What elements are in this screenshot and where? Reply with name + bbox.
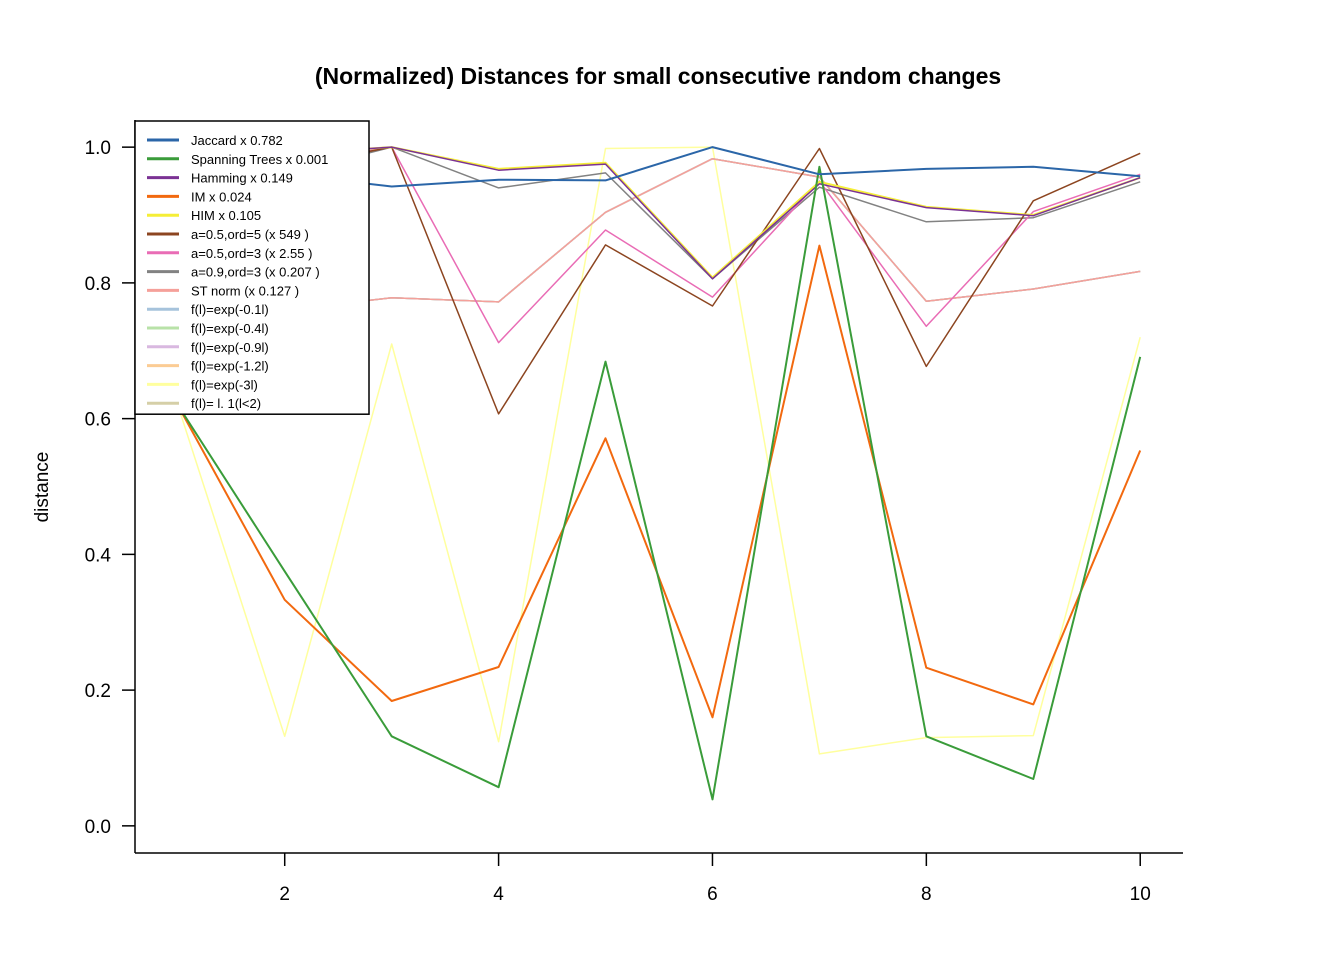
legend-label: a=0.5,ord=5 (x 549 ) bbox=[191, 227, 309, 242]
series-line-9 bbox=[284, 157, 1141, 311]
x-tick-label: 8 bbox=[921, 884, 932, 905]
y-tick-label: 0.4 bbox=[85, 545, 112, 566]
legend-label: f(l)=exp(-0.4l) bbox=[191, 321, 269, 336]
series-line-7 bbox=[284, 146, 1141, 344]
legend-label: Spanning Trees x 0.001 bbox=[191, 152, 328, 167]
chart-title: (Normalized) Distances for small consecu… bbox=[315, 63, 1001, 89]
y-tick-label: 0.6 bbox=[85, 410, 111, 431]
y-tick-label: 1.0 bbox=[85, 138, 111, 159]
x-tick-label: 4 bbox=[493, 884, 504, 905]
y-tick-label: 0.2 bbox=[85, 681, 111, 702]
legend-label: a=0.9,ord=3 (x 0.207 ) bbox=[191, 265, 320, 280]
series-line-14 bbox=[177, 146, 1141, 755]
y-tick-label: 0.0 bbox=[85, 817, 111, 838]
axes-layer: 0.0 0.2 0.4 0.6 0.8 1.0 2 4 6 8 10 bbox=[85, 120, 1183, 905]
legend-label: HIM x 0.105 bbox=[191, 208, 261, 223]
x-tick-label: 6 bbox=[707, 884, 718, 905]
legend-label: f(l)=exp(-3l) bbox=[191, 377, 258, 392]
series-line-1 bbox=[284, 146, 1141, 188]
y-tick-label: 0.8 bbox=[85, 274, 111, 295]
legend-label: f(l)=exp(-0.1l) bbox=[191, 302, 269, 317]
series-layer bbox=[176, 146, 1142, 801]
series-line-3 bbox=[284, 146, 1141, 280]
legend-label: Hamming x 0.149 bbox=[191, 171, 293, 186]
legend-label: Jaccard x 0.782 bbox=[191, 133, 283, 148]
legend-label: f(l)=exp(-0.9l) bbox=[191, 340, 269, 355]
series-line-6 bbox=[284, 146, 1141, 415]
x-tick-label: 2 bbox=[279, 884, 290, 905]
y-axis-label: distance bbox=[32, 452, 53, 523]
series-line-2 bbox=[176, 165, 1142, 801]
legend-label: f(l)= l. 1(l<2) bbox=[191, 396, 261, 411]
legend-label: ST norm (x 0.127 ) bbox=[191, 283, 299, 298]
x-tick-label: 10 bbox=[1130, 884, 1151, 905]
legend: Jaccard x 0.782 Spanning Trees x 0.001 Ham… bbox=[134, 120, 370, 415]
legend-label: f(l)=exp(-1.2l) bbox=[191, 359, 269, 374]
legend-label: IM x 0.024 bbox=[191, 189, 252, 204]
legend-label: a=0.5,ord=3 (x 2.55 ) bbox=[191, 246, 312, 261]
